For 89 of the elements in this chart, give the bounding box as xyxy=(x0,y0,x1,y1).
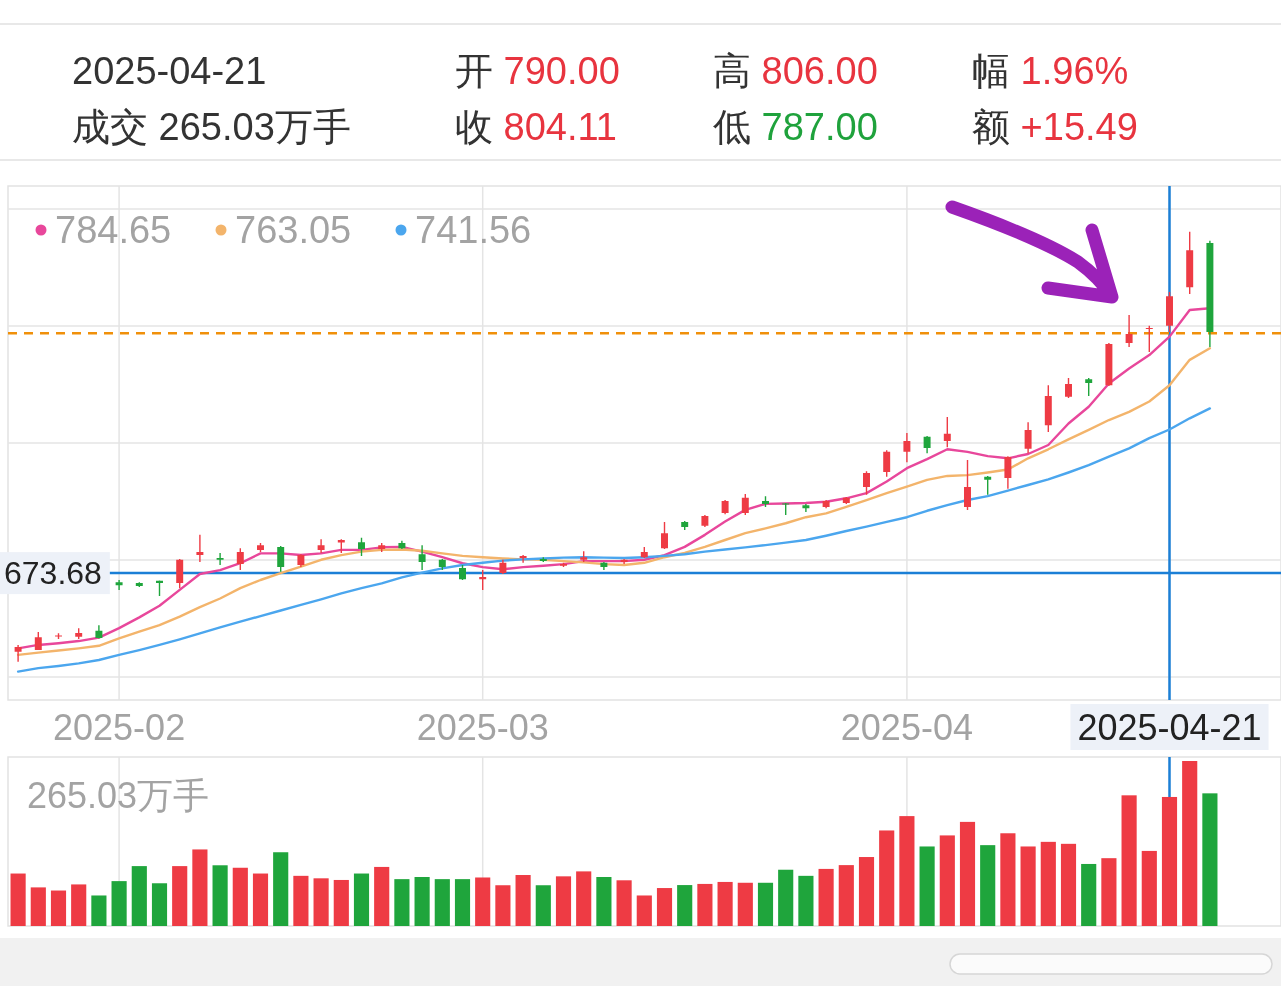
bar xyxy=(1141,850,1157,926)
bar xyxy=(495,885,511,926)
candlestick xyxy=(418,545,426,571)
bar xyxy=(414,877,430,926)
bar xyxy=(50,890,67,926)
bar xyxy=(1182,761,1198,926)
bar xyxy=(737,882,753,926)
bar xyxy=(1000,833,1016,926)
bar xyxy=(980,845,996,926)
candlestick xyxy=(317,539,325,553)
bar xyxy=(959,821,976,926)
bar xyxy=(616,880,632,926)
candlestick xyxy=(620,558,628,565)
bar xyxy=(434,879,450,926)
bar xyxy=(919,846,935,926)
text: 额 +15.49 xyxy=(972,106,1138,148)
bar xyxy=(798,875,814,926)
bar xyxy=(555,876,572,926)
candlestick xyxy=(115,580,123,590)
text: 成交 265.03万手 xyxy=(72,106,351,148)
bar xyxy=(717,881,733,926)
bar xyxy=(394,879,410,926)
bar xyxy=(1121,795,1137,926)
bar xyxy=(879,830,895,926)
bar xyxy=(1202,793,1218,926)
bar xyxy=(475,877,491,926)
bar xyxy=(151,883,168,926)
candlestick xyxy=(1125,315,1133,347)
bar xyxy=(313,878,329,926)
text: 低 787.00 xyxy=(713,106,878,148)
bar xyxy=(374,866,390,926)
x-tick-label: 2025-03 xyxy=(416,706,549,748)
bar xyxy=(353,873,370,926)
bar xyxy=(697,883,713,926)
text: 高 806.00 xyxy=(713,50,878,92)
bar xyxy=(293,875,309,926)
bar xyxy=(535,885,551,926)
bar xyxy=(192,849,208,926)
x-tick-label: 2025-02 xyxy=(53,706,186,748)
bar xyxy=(71,884,87,926)
bar xyxy=(172,866,188,926)
bar xyxy=(1060,843,1077,926)
candlestick xyxy=(802,503,810,513)
bar xyxy=(576,871,592,926)
annotation: 265.03万手 xyxy=(27,774,210,816)
x-tick-label: 2025-04-21 xyxy=(1077,706,1262,748)
bar xyxy=(454,879,471,926)
bar xyxy=(131,866,147,926)
bar xyxy=(252,873,269,926)
text: 幅 1.96% xyxy=(972,50,1129,92)
bar xyxy=(333,879,349,926)
candlestick xyxy=(216,552,224,565)
bar xyxy=(899,816,915,926)
annotation: 673.68 xyxy=(4,555,102,592)
bar xyxy=(91,895,107,926)
bar xyxy=(596,877,612,926)
bar xyxy=(10,873,26,926)
bar xyxy=(858,857,875,926)
bar xyxy=(656,888,673,926)
bar xyxy=(778,869,794,926)
bar xyxy=(515,875,531,926)
bar xyxy=(30,887,46,926)
bar xyxy=(838,865,854,926)
candlestick xyxy=(1024,422,1032,454)
candlestick xyxy=(519,555,527,563)
text: 2025-04-21 xyxy=(72,50,267,92)
bar xyxy=(232,867,248,926)
bar xyxy=(1040,841,1056,926)
legend-label: 763.05 xyxy=(235,209,352,251)
bar xyxy=(818,868,834,926)
legend-label: 741.56 xyxy=(415,209,532,251)
bar xyxy=(1081,863,1097,926)
bar xyxy=(1161,796,1178,926)
bar xyxy=(939,835,955,926)
candlestick xyxy=(903,432,911,463)
bar xyxy=(677,885,693,926)
text: 开 790.00 xyxy=(455,50,620,92)
bar xyxy=(757,882,774,926)
bar xyxy=(636,895,652,926)
bar xyxy=(1101,858,1117,926)
candlestick xyxy=(14,644,22,662)
text: 收 804.11 xyxy=(455,106,617,148)
bar xyxy=(1020,846,1036,926)
bar xyxy=(212,865,228,926)
bar xyxy=(273,852,289,926)
bar xyxy=(111,881,127,926)
candlestick xyxy=(196,534,204,562)
legend-label: 784.65 xyxy=(55,209,172,251)
x-tick-label: 2025-04 xyxy=(840,706,973,748)
